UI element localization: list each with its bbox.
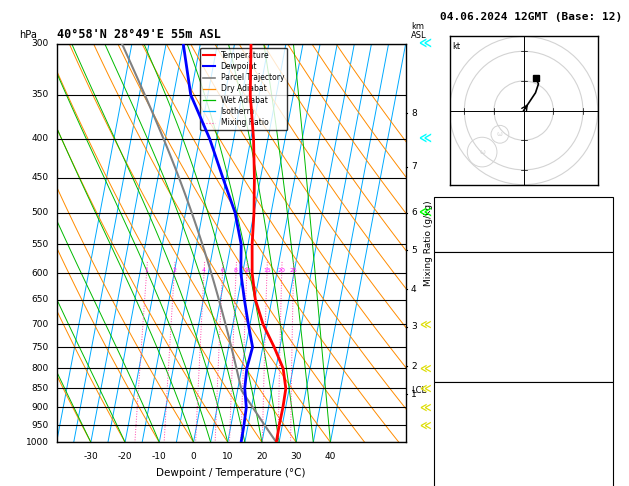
Text: 650: 650: [31, 295, 49, 304]
Text: © weatheronline.co.uk: © weatheronline.co.uk: [467, 471, 581, 480]
Text: 350: 350: [31, 90, 49, 99]
Text: 325: 325: [593, 312, 610, 321]
Text: CAPE (J): CAPE (J): [438, 460, 484, 469]
Text: hPa: hPa: [19, 30, 37, 40]
Text: -10: -10: [152, 452, 167, 461]
Text: 4: 4: [411, 285, 416, 294]
Text: 400: 400: [32, 135, 49, 143]
Text: 4: 4: [202, 268, 206, 273]
Text: ≪: ≪: [418, 133, 431, 145]
Text: 500: 500: [31, 208, 49, 217]
Text: K: K: [438, 202, 443, 210]
Text: ≪: ≪: [419, 383, 430, 394]
Text: ≪: ≪: [419, 402, 430, 413]
Text: 20: 20: [278, 268, 286, 273]
Text: Temp (°C): Temp (°C): [438, 276, 489, 284]
Text: 13.9: 13.9: [586, 294, 610, 303]
Text: 0: 0: [604, 479, 610, 486]
Text: 900: 900: [31, 403, 49, 412]
Text: Lifted Index: Lifted Index: [438, 442, 507, 451]
Text: 0: 0: [604, 460, 610, 469]
Text: 550: 550: [31, 240, 49, 249]
Text: 700: 700: [31, 320, 49, 329]
Text: 8: 8: [411, 109, 416, 118]
Text: 0: 0: [191, 452, 196, 461]
Text: θᴇ(K): θᴇ(K): [438, 312, 467, 321]
Text: ω: ω: [479, 149, 485, 155]
Text: 1000: 1000: [26, 438, 49, 447]
Text: 3: 3: [411, 322, 416, 331]
Text: kt: kt: [452, 42, 460, 52]
Text: km
ASL: km ASL: [411, 22, 426, 40]
Text: 8: 8: [234, 268, 238, 273]
Text: 6: 6: [411, 208, 416, 217]
Legend: Temperature, Dewpoint, Parcel Trajectory, Dry Adiabat, Wet Adiabat, Isotherm, Mi: Temperature, Dewpoint, Parcel Trajectory…: [200, 48, 287, 130]
Text: ≪: ≪: [418, 37, 431, 50]
Text: 800: 800: [31, 364, 49, 373]
Text: 1005: 1005: [586, 405, 610, 414]
Text: 40°58'N 28°49'E 55m ASL: 40°58'N 28°49'E 55m ASL: [57, 28, 221, 41]
Text: 300: 300: [31, 39, 49, 48]
Text: 2: 2: [604, 331, 610, 340]
Text: 325: 325: [593, 423, 610, 432]
Text: Most Unstable: Most Unstable: [486, 386, 561, 395]
Text: 750: 750: [31, 343, 49, 351]
Text: 30: 30: [291, 452, 302, 461]
Text: 600: 600: [31, 269, 49, 278]
Text: Totals Totals: Totals Totals: [438, 220, 513, 229]
Text: Mixing Ratio (g/kg): Mixing Ratio (g/kg): [424, 200, 433, 286]
Text: PW (cm): PW (cm): [438, 239, 478, 247]
Text: -30: -30: [84, 452, 98, 461]
Text: 0: 0: [604, 349, 610, 358]
Text: 2: 2: [604, 442, 610, 451]
Text: Dewpoint / Temperature (°C): Dewpoint / Temperature (°C): [157, 468, 306, 478]
Text: -20: -20: [118, 452, 132, 461]
Text: ≪: ≪: [418, 207, 431, 219]
Text: 1: 1: [145, 268, 148, 273]
Text: 10: 10: [243, 268, 250, 273]
Text: ≪: ≪: [419, 420, 430, 430]
Text: 6: 6: [221, 268, 225, 273]
Text: 47: 47: [598, 220, 610, 229]
Text: 20: 20: [256, 452, 268, 461]
Text: 24.2: 24.2: [586, 276, 610, 284]
Text: ≪: ≪: [419, 364, 430, 373]
Text: θᴇ (K): θᴇ (K): [438, 423, 472, 432]
Text: ≪: ≪: [419, 319, 430, 329]
Text: CAPE (J): CAPE (J): [438, 349, 484, 358]
Text: 2: 2: [172, 268, 176, 273]
Text: 24: 24: [598, 202, 610, 210]
Text: CIN (J): CIN (J): [438, 479, 478, 486]
Text: ω: ω: [497, 131, 503, 137]
Text: 2: 2: [411, 362, 416, 371]
Text: 10: 10: [222, 452, 233, 461]
Text: Dewp (°C): Dewp (°C): [438, 294, 489, 303]
Text: Pressure (mb): Pressure (mb): [438, 405, 513, 414]
Text: Surface: Surface: [504, 257, 543, 266]
Text: LCL: LCL: [411, 386, 426, 395]
Text: 2.46: 2.46: [586, 239, 610, 247]
Text: Lifted Index: Lifted Index: [438, 331, 507, 340]
Text: 40: 40: [325, 452, 336, 461]
Text: 850: 850: [31, 384, 49, 393]
Text: 450: 450: [32, 174, 49, 182]
Text: 15: 15: [263, 268, 271, 273]
Text: 25: 25: [289, 268, 298, 273]
Text: 1: 1: [411, 390, 416, 399]
Text: 04.06.2024 12GMT (Base: 12): 04.06.2024 12GMT (Base: 12): [440, 12, 623, 22]
Text: 950: 950: [31, 421, 49, 430]
Text: 0: 0: [604, 368, 610, 377]
Text: 7: 7: [411, 162, 416, 171]
Text: CIN (J): CIN (J): [438, 368, 478, 377]
Text: 5: 5: [411, 246, 416, 255]
